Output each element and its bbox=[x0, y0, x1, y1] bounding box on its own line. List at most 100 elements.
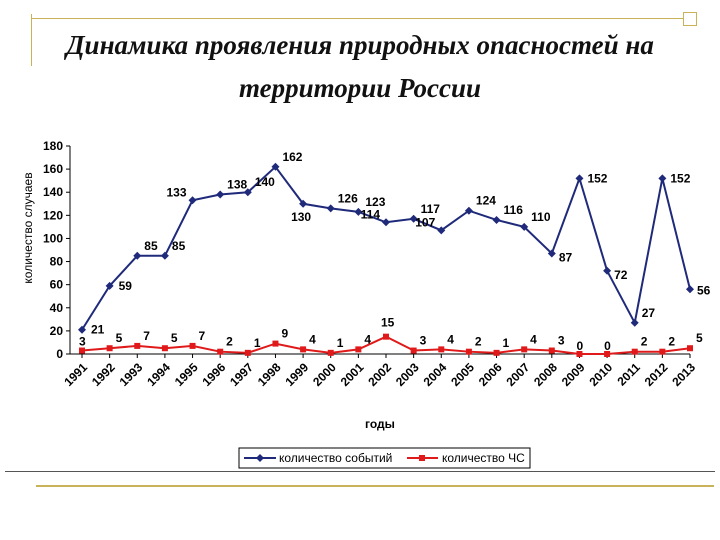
divider-line bbox=[5, 471, 715, 472]
x-tick-label: 1997 bbox=[227, 360, 256, 389]
series-2-data-label: 1 bbox=[254, 336, 261, 350]
y-tick-label: 120 bbox=[43, 208, 63, 222]
series-1-point bbox=[216, 190, 225, 199]
y-tick-label: 140 bbox=[43, 185, 63, 199]
series-2-data-label: 1 bbox=[503, 336, 510, 350]
series-2-point bbox=[438, 346, 445, 353]
series-1-data-label: 114 bbox=[361, 207, 381, 221]
series-2-data-label: 2 bbox=[668, 335, 675, 349]
x-tick-label: 2009 bbox=[559, 360, 588, 389]
series-2-point bbox=[465, 348, 472, 355]
series-1-data-label: 116 bbox=[504, 203, 524, 217]
series-1-point bbox=[630, 318, 639, 327]
series-1-point bbox=[326, 204, 335, 213]
series-2-data-label: 2 bbox=[475, 335, 482, 349]
legend-box bbox=[238, 447, 531, 469]
series-1-data-label: 85 bbox=[172, 239, 186, 253]
x-tick-label: 2000 bbox=[310, 360, 339, 389]
series-1-point bbox=[492, 215, 501, 224]
series-2-data-label: 5 bbox=[696, 331, 703, 345]
series-1-point bbox=[575, 174, 584, 183]
slide-title-line-2: территории России bbox=[238, 73, 482, 103]
series-2-point bbox=[521, 346, 528, 353]
x-tick-label: 2007 bbox=[504, 360, 533, 389]
series-2-point bbox=[604, 351, 611, 357]
series-2-data-label: 5 bbox=[171, 331, 178, 345]
x-tick-label: 2002 bbox=[365, 360, 394, 389]
series-1-data-label: 110 bbox=[531, 210, 551, 224]
series-1-data-label: 138 bbox=[227, 178, 247, 192]
series-1-point bbox=[354, 207, 363, 216]
series-2-point bbox=[189, 342, 196, 349]
decorative-horizontal-line bbox=[31, 18, 691, 19]
x-tick-label: 1994 bbox=[144, 360, 173, 389]
series-1-point bbox=[78, 325, 86, 334]
series-1-point bbox=[133, 251, 142, 260]
series-2-data-label: 4 bbox=[530, 332, 537, 346]
series-1-point bbox=[520, 222, 529, 231]
series-2-data-label: 0 bbox=[604, 339, 611, 353]
series-2-data-label: 7 bbox=[143, 329, 150, 343]
series-1-point bbox=[188, 196, 197, 205]
x-axis-title: годы bbox=[365, 417, 395, 431]
series-1-data-label: 72 bbox=[614, 268, 628, 282]
series-1-data-label: 85 bbox=[144, 239, 158, 253]
x-tick-label: 2006 bbox=[476, 360, 505, 389]
y-tick-label: 60 bbox=[50, 278, 64, 292]
y-tick-label: 20 bbox=[50, 324, 64, 338]
x-tick-label: 2005 bbox=[448, 360, 477, 389]
series-1-data-label: 124 bbox=[476, 194, 496, 208]
y-tick-label: 100 bbox=[43, 231, 63, 245]
series-1-point bbox=[105, 281, 114, 290]
legend: количество событий количество ЧС bbox=[238, 447, 531, 469]
y-axis-title: количество случаев bbox=[21, 172, 35, 283]
series-2-point bbox=[327, 349, 334, 356]
series-2-data-label: 15 bbox=[381, 316, 395, 330]
series-2-point bbox=[79, 347, 85, 354]
series-1-data-label: 140 bbox=[255, 175, 275, 189]
series-1-point bbox=[437, 226, 446, 235]
decorative-bottom-line bbox=[36, 485, 714, 487]
series-2-data-label: 4 bbox=[309, 332, 316, 346]
series-1-data-label: 27 bbox=[642, 306, 656, 320]
x-tick-label: 2004 bbox=[421, 360, 450, 389]
series-2-point bbox=[217, 348, 224, 355]
x-tick-label: 2012 bbox=[642, 360, 671, 389]
y-tick-label: 80 bbox=[50, 255, 64, 269]
series-2-point bbox=[161, 345, 168, 352]
series-2-data-label: 3 bbox=[420, 334, 427, 348]
x-tick-label: 1992 bbox=[89, 360, 118, 389]
series-1-data-label: 162 bbox=[282, 150, 302, 164]
series-2-point bbox=[106, 345, 113, 352]
series-2-point bbox=[134, 342, 141, 349]
x-tick-label: 1999 bbox=[282, 360, 311, 389]
series-2-point bbox=[355, 346, 362, 353]
x-tick-label: 2001 bbox=[338, 360, 367, 389]
y-tick-label: 0 bbox=[56, 347, 63, 361]
x-tick-label: 2011 bbox=[615, 360, 644, 389]
series-2-data-label: 4 bbox=[364, 332, 371, 346]
series-1-point bbox=[686, 285, 694, 294]
y-tick-label: 40 bbox=[50, 301, 64, 315]
legend-marker-diamond-icon bbox=[256, 454, 264, 462]
series-2-point bbox=[576, 351, 583, 357]
decorative-vertical-line bbox=[31, 14, 32, 66]
x-tick-label: 2010 bbox=[586, 360, 615, 389]
series-1-data-label: 126 bbox=[338, 191, 358, 205]
series-2-point bbox=[659, 348, 666, 355]
y-tick-label: 160 bbox=[43, 162, 63, 176]
series-1-point bbox=[547, 249, 556, 258]
series-1-data-label: 87 bbox=[559, 250, 573, 264]
series-2-data-label: 3 bbox=[558, 334, 565, 348]
x-tick-label: 1998 bbox=[255, 360, 284, 389]
x-tick-label: 1991 bbox=[61, 360, 90, 389]
legend-marker-square-icon bbox=[419, 455, 425, 461]
x-tick-label: 1996 bbox=[200, 360, 229, 389]
series-2-point bbox=[548, 347, 555, 354]
series-1-point bbox=[409, 214, 418, 223]
series-2-data-label: 2 bbox=[641, 335, 648, 349]
series-2-data-label: 2 bbox=[226, 335, 233, 349]
series-1-data-label: 59 bbox=[119, 279, 133, 293]
series-2-point bbox=[687, 345, 693, 352]
